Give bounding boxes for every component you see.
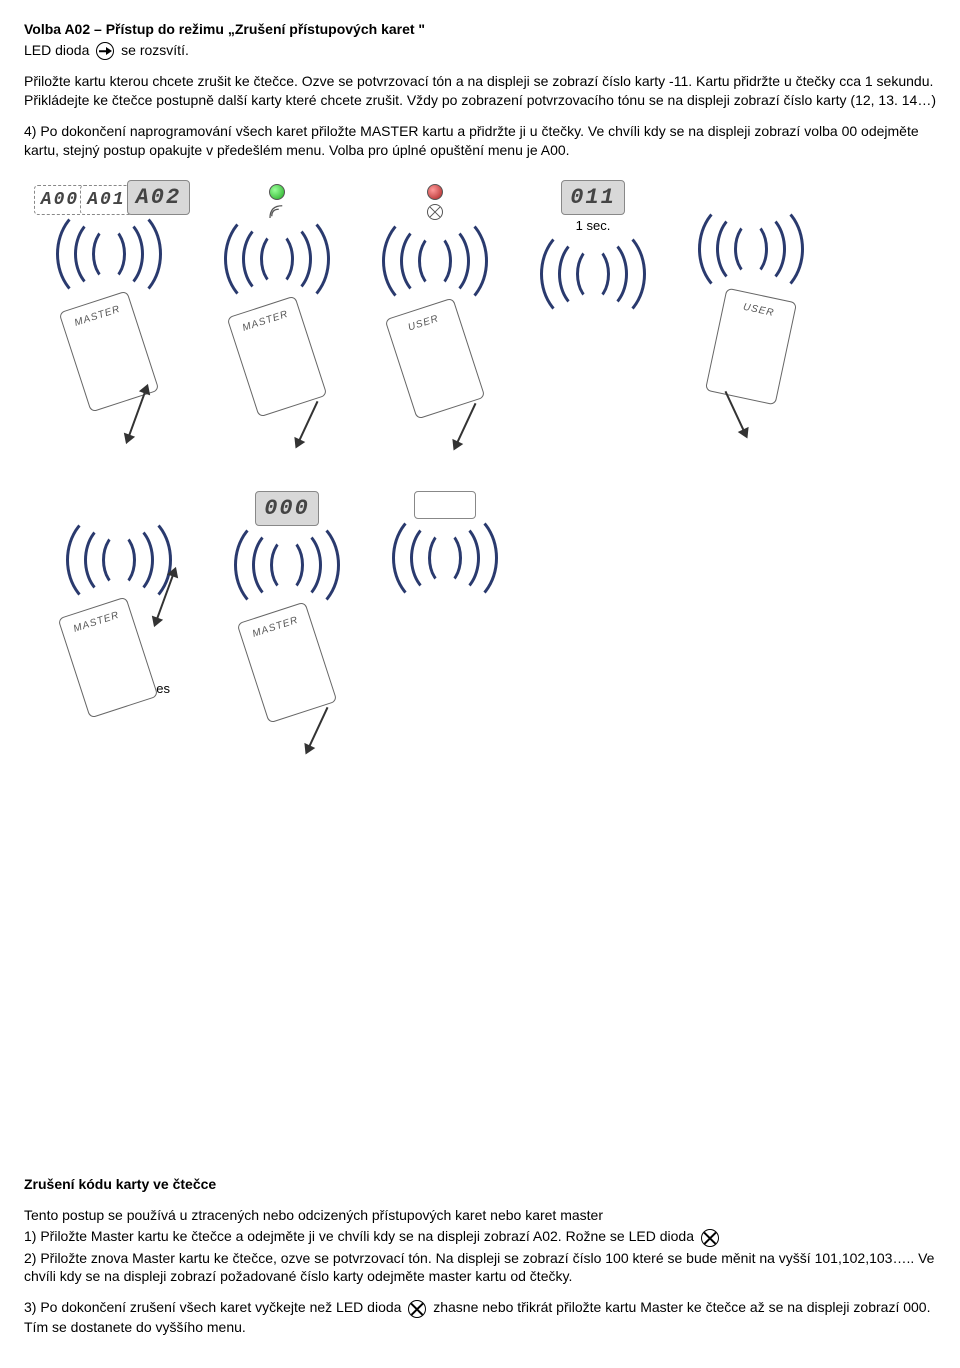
step-user-last: USER	[676, 180, 826, 439]
section2-step1: 1) Přiložte Master kartu ke čtečce a ode…	[24, 1227, 936, 1246]
card-user-1: USER	[385, 297, 486, 419]
arrow-down-icon	[296, 401, 319, 447]
paragraph-1: Přiložte kartu kterou chcete zrušit ke č…	[24, 72, 936, 110]
figure-row-1: A00 A01 A02 MASTER MASTER USER 011	[24, 180, 936, 451]
step-blank	[370, 491, 520, 585]
section2-heading: Zrušení kódu karty ve čtečce	[24, 1175, 936, 1194]
arrow-down-icon-4	[306, 707, 329, 753]
arrow-down-icon-2	[454, 403, 477, 449]
card-master-4: MASTER	[237, 602, 338, 724]
cross-circle-icon-inline-2	[408, 1300, 426, 1318]
section2-step3: 3) Po dokončení zrušení všech karet vyčk…	[24, 1298, 936, 1336]
lcd-011: 011	[561, 180, 625, 216]
arrow-in-icon	[96, 42, 114, 60]
step-red-led: USER	[360, 180, 510, 451]
step-a00-a02: A00 A01 A02 MASTER	[24, 180, 194, 445]
card-master-2: MASTER	[227, 295, 328, 417]
step-011: 011 1 sec.	[518, 180, 668, 301]
figure-row-2: MASTER 3 times 000 MASTER	[24, 491, 936, 756]
title-bold: Volba A02 – Přístup do režimu „Zrušení p…	[24, 21, 425, 37]
title-line2: LED dioda se rozsvítí.	[24, 41, 936, 60]
card-user-2: USER	[705, 287, 797, 405]
step-000: 000 MASTER	[212, 491, 362, 756]
step-master-3times: MASTER 3 times	[34, 491, 204, 698]
page-title: Volba A02 – Přístup do režimu „Zrušení p…	[24, 20, 936, 39]
cross-circle-icon-inline	[701, 1229, 719, 1247]
vertical-spacer	[24, 795, 936, 1175]
section2-intro: Tento postup se používá u ztracených neb…	[24, 1206, 936, 1225]
step-green-led: MASTER	[202, 180, 352, 449]
section2-step2: 2) Přiložte znova Master kartu ke čtečce…	[24, 1249, 936, 1287]
paragraph-2: 4) Po dokončení naprogramování všech kar…	[24, 122, 936, 160]
led-red-icon	[427, 184, 443, 200]
led-green-icon	[269, 184, 285, 200]
